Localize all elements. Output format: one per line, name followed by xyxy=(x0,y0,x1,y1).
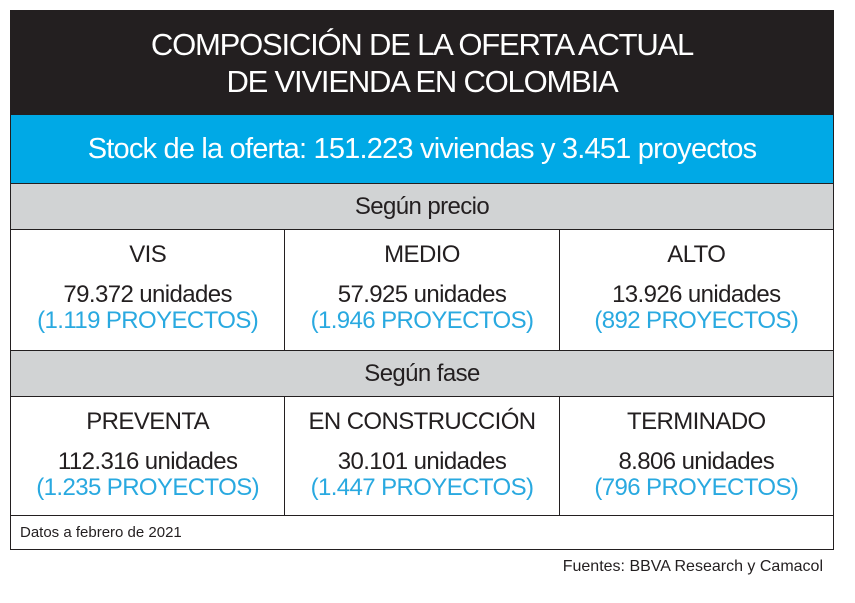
title-line-1: COMPOSICIÓN DE LA OFERTA ACTUAL xyxy=(150,27,694,62)
section-header-phase: Según fase xyxy=(11,350,833,397)
cell-en-construccion: EN CONSTRUCCIÓN 30.101 unidades (1.447 P… xyxy=(285,397,560,515)
category: PREVENTA xyxy=(86,408,210,435)
cell-medio: MEDIO 57.925 unidades (1.946 PROYECTOS) xyxy=(285,230,560,350)
stock-banner: Stock de la oferta: 151.223 viviendas y … xyxy=(11,115,833,183)
units: 57.925 unidades xyxy=(337,281,507,308)
units: 8.806 unidades xyxy=(618,448,775,475)
category: EN CONSTRUCCIÓN xyxy=(308,408,536,435)
category: ALTO xyxy=(667,241,726,268)
category: TERMINADO xyxy=(627,408,766,435)
price-row: VIS 79.372 unidades (1.119 PROYECTOS) ME… xyxy=(11,230,833,350)
cell-terminado: TERMINADO 8.806 unidades (796 PROYECTOS) xyxy=(560,397,833,515)
projects: (892 PROYECTOS) xyxy=(594,307,799,334)
projects: (1.119 PROYECTOS) xyxy=(37,307,259,334)
category: MEDIO xyxy=(384,241,460,268)
units: 13.926 unidades xyxy=(612,281,781,308)
category: VIS xyxy=(129,241,167,268)
projects: (796 PROYECTOS) xyxy=(594,474,799,501)
cell-alto: ALTO 13.926 unidades (892 PROYECTOS) xyxy=(560,230,833,350)
units: 112.316 unidades xyxy=(57,448,238,475)
section-header-price: Según precio xyxy=(11,183,833,230)
projects: (1.946 PROYECTOS) xyxy=(310,307,534,334)
units: 30.101 unidades xyxy=(337,448,507,475)
data-date-note: Datos a febrero de 2021 xyxy=(11,515,833,549)
phase-row: PREVENTA 112.316 unidades (1.235 PROYECT… xyxy=(11,397,833,515)
cell-vis: VIS 79.372 unidades (1.119 PROYECTOS) xyxy=(11,230,286,350)
cell-preventa: PREVENTA 112.316 unidades (1.235 PROYECT… xyxy=(11,397,286,515)
title: COMPOSICIÓN DE LA OFERTA ACTUAL DE VIVIE… xyxy=(11,11,833,115)
sources: Fuentes: BBVA Research y Camacol xyxy=(562,558,823,575)
projects: (1.235 PROYECTOS) xyxy=(36,474,260,501)
units: 79.372 unidades xyxy=(63,281,232,308)
projects: (1.447 PROYECTOS) xyxy=(310,474,534,501)
infographic-table: COMPOSICIÓN DE LA OFERTA ACTUAL DE VIVIE… xyxy=(10,10,834,550)
title-line-2: DE VIVIENDA EN COLOMBIA xyxy=(226,64,618,99)
